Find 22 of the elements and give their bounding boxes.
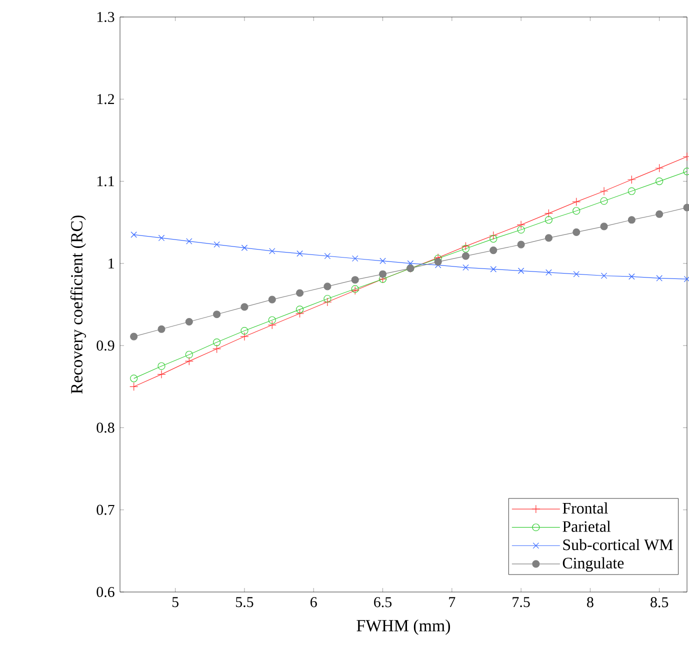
y-tick-label: 0.9 — [96, 340, 114, 351]
y-tick-label: 1.3 — [97, 12, 114, 22]
x-tick-label: 8.5 — [650, 597, 668, 608]
y-axis-title: Recovery coefficient (RC) — [70, 216, 86, 394]
x-tick-label: 6 — [310, 597, 317, 608]
x-axis-title: FWHM (mm) — [356, 619, 450, 635]
x-tick-label: 7 — [449, 597, 456, 607]
x-tick-label: 6.5 — [374, 597, 392, 608]
legend-label: Parietal — [562, 520, 611, 532]
y-tick-label: 0.7 — [96, 504, 114, 515]
legend-label: Cingulate — [562, 557, 624, 572]
y-tick-label: 1 — [108, 258, 114, 268]
x-tick-label: 5 — [172, 597, 178, 608]
y-tick-label: 0.8 — [96, 422, 114, 433]
legend-label: Sub-cortical WM — [563, 538, 673, 550]
y-tick-label: 1.1 — [97, 176, 114, 186]
y-tick-label: 0.6 — [96, 586, 114, 598]
x-tick-label: 5.5 — [236, 597, 254, 608]
x-tick-label: 7.5 — [512, 597, 530, 608]
y-tick-label: 1.2 — [97, 94, 114, 104]
legend-label: Frontal — [562, 502, 608, 514]
x-tick-label: 8 — [587, 597, 594, 608]
